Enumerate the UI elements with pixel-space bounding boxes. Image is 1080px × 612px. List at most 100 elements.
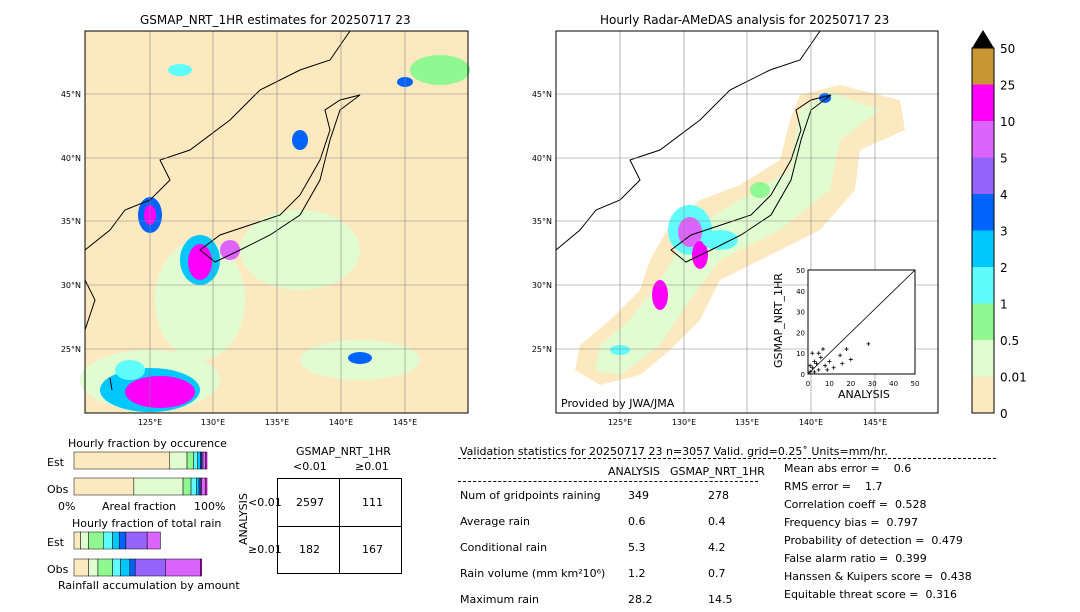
score-line: RMS error = 1.7 <box>784 480 883 493</box>
rain-area <box>188 244 212 280</box>
rain-obs-label: Obs <box>47 563 69 576</box>
occurrence-est-segment <box>169 451 188 470</box>
lon-tick-label: 125°E <box>608 418 632 427</box>
stat-gsmap-value: 14.5 <box>708 593 733 606</box>
scatter-point <box>816 367 821 372</box>
stat-analysis-value: 5.3 <box>628 541 646 554</box>
scatter-point <box>818 355 823 360</box>
rain-area <box>220 240 240 260</box>
rain-area <box>155 240 245 360</box>
rain-area <box>750 182 770 198</box>
rain-est-label: Est <box>47 536 64 549</box>
rain-area <box>348 352 372 364</box>
stats-divider <box>458 458 996 459</box>
scatter-point <box>840 361 845 366</box>
colorbar-tick-label: 3 <box>1000 225 1008 239</box>
rain-est-segment <box>103 531 113 550</box>
colorbar-tick-label: 10 <box>1000 115 1015 129</box>
occ-x-max: 100% <box>194 500 226 513</box>
score-line: Frequency bias = 0.797 <box>784 516 919 529</box>
occurrence-est-segment <box>73 451 171 470</box>
lon-tick-label: 130°E <box>201 418 225 427</box>
left-map-frame <box>84 30 469 414</box>
occurrence-est-segment <box>197 451 201 470</box>
rain-obs-segment <box>97 558 113 577</box>
score-line: False alarm ratio = 0.399 <box>784 552 927 565</box>
scatter-inset: 00 10 10 20 20 30 30 40 40 50 50 <box>796 267 919 388</box>
contingency-row-2: ≥0.01 <box>248 543 282 556</box>
colorbar-bin <box>972 340 994 377</box>
cell-hit-none: 2597 <box>296 496 324 509</box>
rain-area <box>240 210 360 290</box>
colorbar-bin <box>972 267 994 304</box>
stat-gsmap-value: 0.4 <box>708 515 726 528</box>
rain-obs-segment <box>120 558 131 577</box>
lat-tick-label: 25°N <box>61 345 81 354</box>
stat-gsmap-value: 0.7 <box>708 567 726 580</box>
colorbar-extend-arrow <box>972 30 994 48</box>
fraction-bars <box>73 451 208 577</box>
occurrence-obs-segment <box>73 477 135 496</box>
stat-analysis-value: 28.2 <box>628 593 653 606</box>
scatter-point <box>848 357 853 362</box>
stats-col-gsmap: GSMAP_NRT_1HR <box>670 465 765 478</box>
occurrence-est-segment <box>202 451 206 470</box>
lat-tick-label: 30°N <box>61 281 81 290</box>
right-map-frame <box>555 30 939 414</box>
rain-area <box>702 230 738 250</box>
rain-obs-segment <box>73 558 89 577</box>
lon-tick-label: 135°E <box>265 418 289 427</box>
scatter-point <box>810 365 815 370</box>
rain-fraction-title: Hourly fraction of total rain <box>72 517 222 530</box>
scatter-point <box>844 347 849 352</box>
scatter-y-tick: 0 <box>801 371 805 379</box>
rain-area <box>652 280 668 310</box>
right-coastline-japan <box>670 94 832 263</box>
left-coastline-japan <box>199 94 361 263</box>
rain-area <box>115 360 145 380</box>
stats-header: Validation statistics for 20250717 23 n=… <box>460 445 888 458</box>
stats-col-divider <box>458 481 758 482</box>
scatter-point <box>816 351 821 356</box>
rain-area <box>292 130 308 150</box>
scatter-point <box>825 367 830 372</box>
lon-tick-label: 135°E <box>735 418 759 427</box>
scatter-point <box>808 369 813 374</box>
colorbar-tick-label: 0.5 <box>1000 334 1019 348</box>
scatter-y-tick: 10 <box>796 350 805 358</box>
rain-est-segment <box>118 531 127 550</box>
colorbar: 0 0.01 0.5 1 2 3 4 5 10 25 50 <box>971 30 1027 421</box>
scatter-point <box>838 353 843 358</box>
scatter-x-tick: 20 <box>846 380 855 388</box>
stat-analysis-value: 349 <box>628 489 649 502</box>
colorbar-tick-label: 5 <box>1000 152 1008 166</box>
occurrence-title: Hourly fraction by occurence <box>68 437 227 450</box>
colorbar-tick-label: 0 <box>1000 407 1008 421</box>
stat-label: Average rain <box>460 515 530 528</box>
colorbar-bin <box>972 230 994 267</box>
lat-tick-label: 35°N <box>61 217 81 226</box>
scatter-y-tick: 20 <box>796 329 805 337</box>
lon-tick-label: 145°E <box>863 418 887 427</box>
rain-est-segment <box>80 531 89 550</box>
colorbar-bin <box>972 48 994 85</box>
right-map-title: Hourly Radar-AMeDAS analysis for 2025071… <box>600 13 890 27</box>
stats-col-analysis: ANALYSIS <box>608 465 660 478</box>
right-coastline-mainland <box>555 30 821 251</box>
rain-est-segment <box>73 531 81 550</box>
stat-analysis-value: 0.6 <box>628 515 646 528</box>
left-map: 125°E 130°E 135°E 140°E 145°E 45°N 40°N 35°N 30°… <box>61 30 470 427</box>
colorbar-bin <box>972 84 994 121</box>
colorbar-tick-label: 1 <box>1000 298 1008 312</box>
stat-label: Maximum rain <box>460 593 539 606</box>
rain-obs-segment <box>134 558 167 577</box>
score-line: Correlation coeff = 0.528 <box>784 498 927 511</box>
colorbar-tick-label: 50 <box>1000 42 1015 56</box>
stat-label: Conditional rain <box>460 541 548 554</box>
lon-tick-label: 140°E <box>799 418 823 427</box>
occurrence-obs-segment <box>196 477 200 496</box>
colorbar-bin <box>972 376 994 413</box>
scatter-point <box>831 365 836 370</box>
occurrence-est-segment <box>193 451 198 470</box>
rain-area <box>410 55 470 85</box>
